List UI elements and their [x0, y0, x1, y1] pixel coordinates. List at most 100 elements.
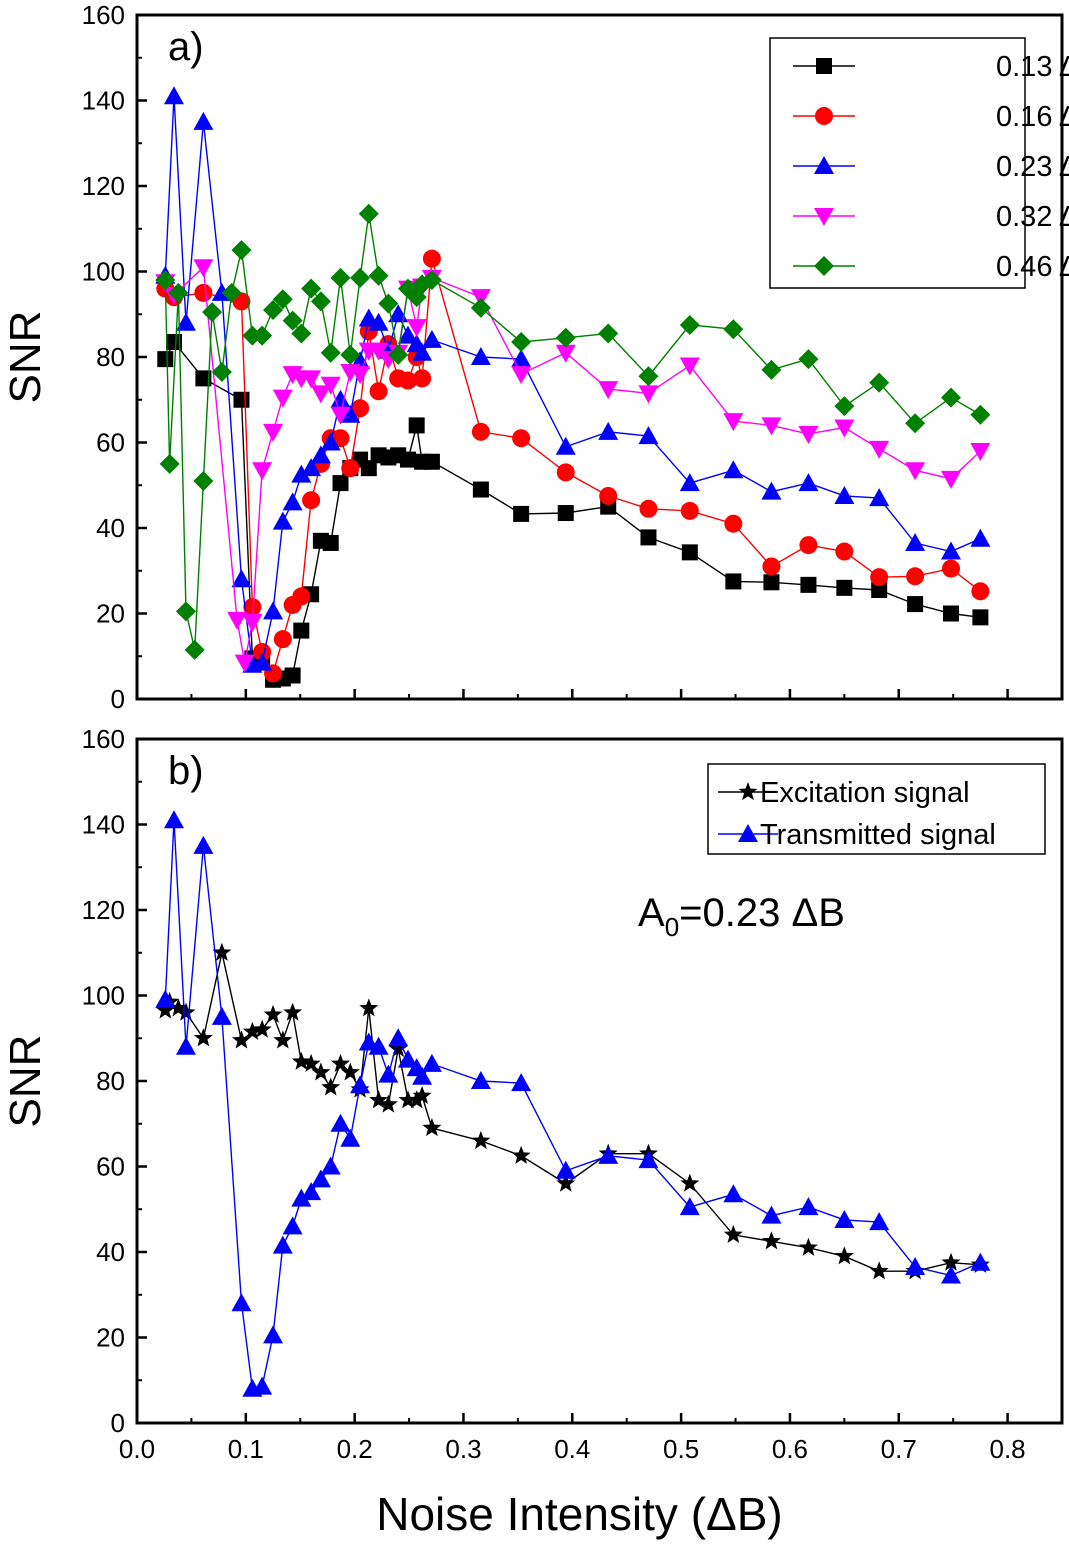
data-point — [905, 413, 926, 434]
series-5 — [155, 203, 991, 660]
series-4 — [155, 259, 991, 673]
data-point — [272, 289, 293, 310]
data-point — [638, 366, 659, 387]
legend-entry: 0.16 ΔB — [793, 101, 1069, 133]
data-point — [511, 349, 532, 368]
data-point — [638, 385, 659, 404]
data-point — [291, 1051, 311, 1070]
data-point — [472, 481, 489, 498]
data-point — [640, 529, 657, 546]
data-point — [869, 372, 890, 393]
panel-a: 0 20 40 60 80 100 120 140 160 SNR a) 0.13 ΔB 0.16 ΔB… — [1, 0, 1069, 714]
y-tick-label: 20 — [96, 599, 125, 629]
y-tick-label: 100 — [82, 981, 125, 1011]
data-point — [263, 299, 284, 320]
y-tick-label: 60 — [96, 1152, 125, 1182]
series-1 — [155, 942, 990, 1280]
data-point — [378, 1094, 398, 1113]
data-point — [359, 998, 379, 1017]
data-point — [301, 1053, 321, 1072]
data-point — [351, 399, 370, 418]
data-point — [941, 1252, 961, 1271]
data-point — [388, 1038, 408, 1058]
data-point — [834, 485, 855, 504]
y-tick-label: 40 — [96, 513, 125, 543]
x-tick-label: 0.7 — [881, 1434, 917, 1464]
data-point — [273, 630, 292, 649]
legend-label: 0.23 ΔB — [996, 151, 1069, 183]
shared-x-axis: Noise Intensity (ΔB) — [376, 1488, 783, 1540]
x-tick-label: 0.5 — [663, 1434, 699, 1464]
data-point — [681, 544, 698, 561]
data-point — [970, 404, 991, 425]
data-point — [421, 329, 442, 348]
data-point — [310, 291, 331, 312]
data-point — [388, 344, 409, 365]
y-tick-label: 160 — [82, 724, 125, 754]
legend-marker — [814, 156, 834, 174]
data-point — [155, 989, 176, 1008]
legend-entry: 0.23 ΔB — [793, 151, 1069, 183]
data-point — [799, 536, 818, 555]
data-point — [406, 319, 427, 338]
y-tick-label: 120 — [82, 171, 125, 201]
data-point — [971, 582, 990, 601]
x-axis-label: Noise Intensity (ΔB) — [376, 1488, 783, 1540]
data-point — [598, 323, 619, 344]
data-point — [175, 312, 196, 331]
data-point — [638, 426, 659, 445]
data-point — [598, 381, 619, 400]
data-point — [263, 601, 284, 620]
data-point — [942, 559, 960, 578]
data-point — [211, 1006, 232, 1025]
data-point — [598, 1145, 619, 1164]
data-point — [311, 1062, 331, 1081]
y-tick-label: 160 — [82, 0, 125, 30]
x-tick-label: 0.0 — [119, 1434, 155, 1464]
data-point — [905, 532, 926, 551]
data-point — [836, 579, 853, 596]
data-point — [470, 347, 491, 365]
data-point — [340, 344, 361, 365]
series-line — [164, 952, 981, 1272]
legend-box — [769, 37, 1026, 289]
data-point — [166, 334, 182, 351]
data-point — [511, 366, 532, 385]
legend-box — [707, 763, 1046, 855]
data-point — [679, 314, 700, 335]
y-tick-label: 100 — [82, 257, 125, 287]
y-tick-label: 80 — [96, 1066, 125, 1096]
data-point — [291, 464, 312, 483]
data-point — [233, 391, 250, 408]
data-point — [340, 1062, 360, 1081]
data-point — [763, 574, 780, 591]
data-point — [869, 440, 890, 459]
data-point — [369, 1090, 389, 1109]
data-point — [555, 436, 576, 455]
data-point — [242, 1021, 262, 1040]
legend-marker — [738, 782, 758, 801]
data-point — [340, 1128, 361, 1147]
data-point — [330, 389, 351, 408]
data-point — [941, 470, 961, 489]
data-point — [798, 425, 819, 444]
data-point — [907, 596, 924, 613]
data-point — [556, 463, 575, 482]
data-point — [310, 445, 331, 464]
data-point — [639, 499, 658, 518]
data-point — [231, 1030, 251, 1049]
data-point — [407, 1090, 427, 1109]
legend-marker — [738, 824, 758, 842]
data-point — [293, 622, 310, 639]
data-point — [723, 319, 744, 340]
data-point — [421, 1053, 442, 1072]
data-point — [762, 557, 781, 576]
data-point — [252, 462, 273, 481]
data-point — [164, 810, 184, 829]
data-point — [970, 528, 991, 547]
data-point — [941, 1265, 961, 1284]
data-point — [511, 1145, 531, 1164]
data-point — [202, 302, 223, 323]
data-point — [252, 1376, 273, 1395]
x-tick-label: 0.1 — [228, 1434, 264, 1464]
